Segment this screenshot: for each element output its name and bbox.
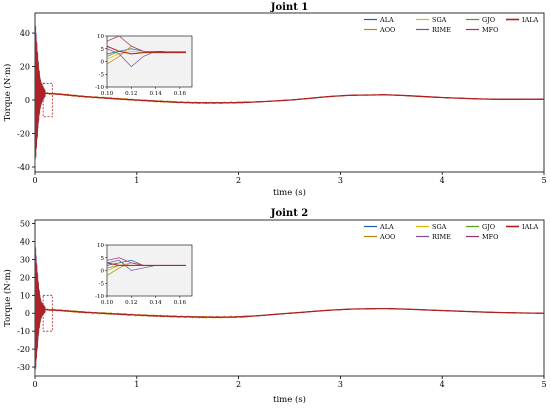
inset-x-tick-label: 0.12 [125,91,137,97]
inset-x-tick-label: 0.14 [149,91,162,97]
x-tick-label: 0 [32,380,37,389]
plot-marks [35,244,544,376]
series-iala-line [45,307,544,318]
inset-x-tick-label: 0.12 [125,300,137,306]
inset-y-tick-label: -5 [99,72,105,78]
y-tick-label: 10 [20,291,30,300]
x-tick-label: 4 [440,176,445,185]
inset-y-tick-label: 0 [101,269,105,275]
x-axis-label: time (s) [273,394,306,405]
inset-y-tick-label: -10 [95,85,104,91]
legend-label-mfo: MFO [482,233,499,241]
inset-y-tick-label: 5 [101,47,105,53]
inset-x-tick-label: 0.16 [174,91,187,97]
y-tick-label: 40 [20,238,30,247]
y-axis-label: Torque (N·m) [2,269,13,327]
legend: ALA AOO SGA RIME GJO MFO IALA [364,223,539,241]
inset-frame [106,244,193,297]
y-tick-label: 0 [25,309,30,318]
x-tick-label: 0 [32,176,37,185]
x-tick-label: 2 [236,380,241,389]
inset-x-tick-label: 0.10 [101,300,114,306]
legend-label-gjo: GJO [482,16,495,24]
inset-y-tick-label: 0 [101,60,105,66]
legend-label-aoo: AOO [379,233,395,241]
legend-label-gjo: GJO [482,223,495,231]
inset-x-tick-label: 0.14 [149,300,162,306]
x-tick-label: 2 [236,176,241,185]
inset-y-tick-label: 5 [101,256,105,262]
y-tick-label: -40 [17,163,30,172]
y-tick-label: 50 [20,220,30,229]
x-tick-label: 1 [134,380,139,389]
y-tick-label: 30 [20,255,30,264]
legend-label-mfo: MFO [482,26,499,34]
x-axis-label: time (s) [273,187,306,198]
inset-marks [107,36,186,68]
series-iala-transient [35,25,46,157]
x-tick-label: 5 [541,380,546,389]
zoom-box [42,294,53,332]
legend-label-rime: RIME [432,233,451,241]
inset-x-tick-label: 0.16 [174,300,187,306]
legend-label-rime: RIME [432,26,451,34]
inset-marks [107,257,186,276]
legend-label-ala: ALA [379,16,394,24]
inset-x-tick-label: 0.10 [101,91,114,97]
plot-area [34,219,545,377]
inset-frame [106,35,193,88]
y-tick-label: 0 [25,96,30,105]
x-tick-label: 5 [541,176,546,185]
legend-label-ala: ALA [379,223,394,231]
legend: ALA AOO SGA RIME GJO MFO IALA [364,16,539,34]
inset: 0.10 0.12 0.14 0.16 -10 -5 0 5 10 [95,34,193,97]
legend-label-sga: SGA [432,16,447,24]
inset-series-iala [107,262,186,266]
chart-title: Joint 1 [270,2,309,13]
series-iala-transient [35,247,46,369]
x-tick-label: 3 [338,176,343,185]
x-tick-label: 1 [134,176,139,185]
y-tick-label: 40 [20,29,30,38]
y-tick-label: 20 [20,63,30,72]
y-tick-label: 20 [20,273,30,282]
inset-y-tick-label: 10 [97,34,104,40]
legend-label-iala: IALA [522,16,539,24]
inset-series-iala [107,45,186,55]
y-tick-label: -10 [17,327,30,336]
x-tick-label: 4 [440,380,445,389]
chart-title: Joint 2 [270,208,309,219]
inset-y-tick-label: -10 [95,294,104,300]
y-tick-label: -30 [17,363,30,372]
zoom-box [42,82,53,118]
y-axis-label: Torque (N·m) [2,64,13,122]
series-iala-line [45,92,544,104]
inset-y-tick-label: 10 [97,243,104,249]
legend-label-sga: SGA [432,223,447,231]
legend-label-aoo: AOO [379,26,395,34]
legend-label-iala: IALA [522,223,539,231]
y-tick-label: -20 [17,130,30,139]
inset: 0.10 0.12 0.14 0.16 -10 -5 0 5 10 [95,243,193,306]
x-tick-label: 3 [338,380,343,389]
y-tick-label: -20 [17,345,30,354]
inset-y-tick-label: -5 [99,281,105,287]
chart-joint-1: Joint 1 0 1 2 3 4 5 -40 -20 0 20 40 time (s) Torque (… [2,2,547,198]
